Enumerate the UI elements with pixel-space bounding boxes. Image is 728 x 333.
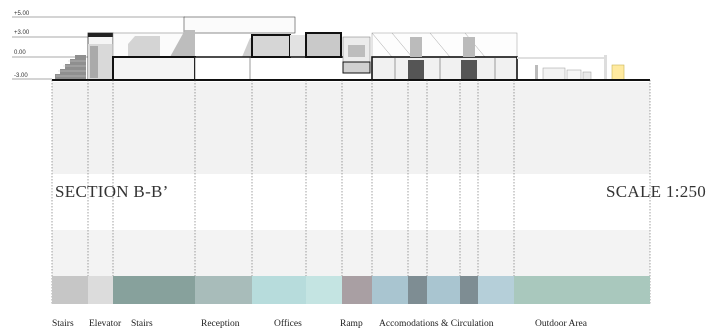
section-title: SECTION B-B’	[55, 182, 169, 201]
zone-label-outdoor-area: Outdoor Area	[535, 319, 588, 329]
zone-label-elevator: Elevator	[89, 319, 122, 329]
level-guides	[12, 16, 185, 80]
zone-bar-offices-b	[306, 276, 342, 304]
zone-bar-accomodation-1	[372, 276, 408, 304]
zone-bar-accomodation-2	[427, 276, 460, 304]
zone-bar-ramp	[342, 276, 372, 304]
zone-bar-circulation-2	[460, 276, 478, 304]
zone-label-accomodations-circulation: Accomodations & Circulation	[379, 319, 494, 329]
level-label-plus3: +3.00	[14, 30, 30, 36]
zone-label-reception: Reception	[201, 319, 240, 329]
zone-label-offices: Offices	[274, 318, 302, 329]
zone-label-ramp: Ramp	[340, 319, 363, 329]
zone-bar-reception	[195, 276, 252, 304]
level-label-minus3: -3.00	[14, 73, 28, 79]
level-label-zero: 0.00	[14, 50, 26, 56]
zone-dividers	[51, 80, 651, 304]
section-background-band	[52, 82, 650, 174]
level-label-plus5: +5.00	[14, 11, 30, 17]
building-section	[52, 16, 650, 81]
zone-bar-circulation-1	[408, 276, 427, 304]
zone-label-stairs: Stairs	[52, 319, 74, 329]
zone-color-bar	[52, 276, 650, 304]
section-background-band-lower	[52, 230, 650, 276]
zone-bar-elevator	[88, 276, 113, 304]
zone-bar-stairs	[52, 276, 88, 304]
zone-bar-stairs-2	[113, 276, 195, 304]
zone-bar-outdoor-area	[514, 276, 650, 304]
zone-bar-accomodation-3	[478, 276, 514, 304]
scale-label: SCALE 1:250	[606, 182, 706, 201]
zone-label-stairs-2: Stairs	[131, 319, 153, 329]
